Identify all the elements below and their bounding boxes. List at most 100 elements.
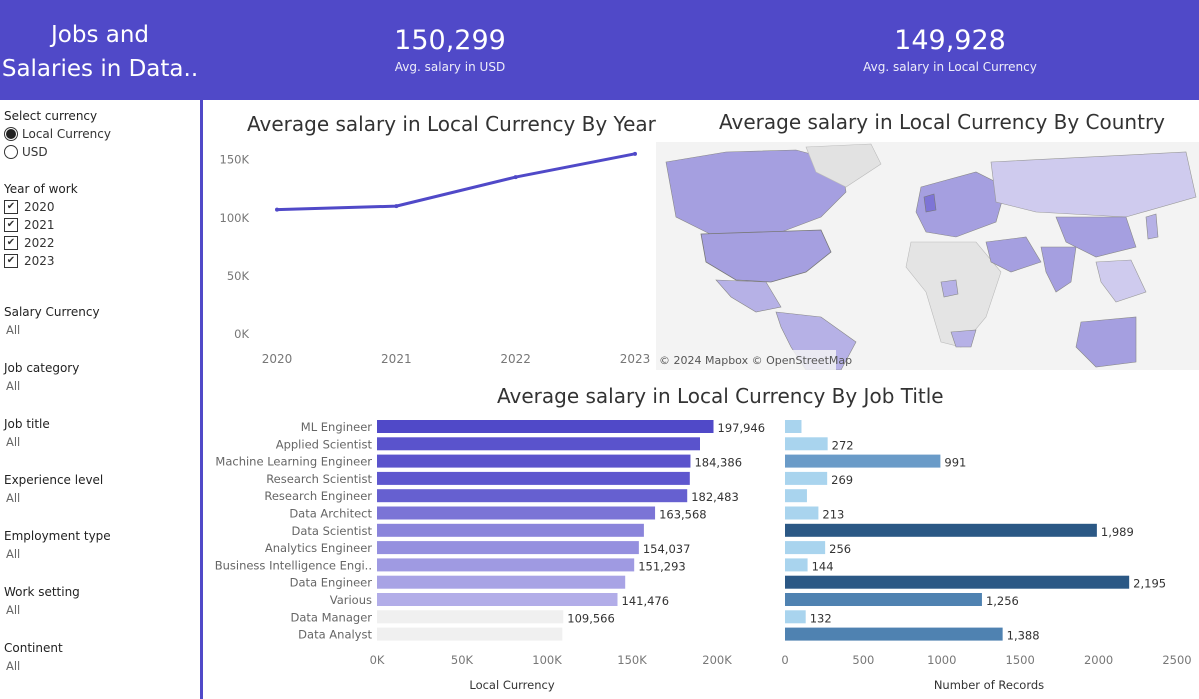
southeast-asia-region[interactable]	[1095, 259, 1147, 303]
country-map[interactable]: © 2024 Mapbox © OpenStreetMap	[656, 142, 1199, 370]
experience-filter-dropdown[interactable]: All	[6, 491, 21, 505]
work-setting-filter-dropdown[interactable]: All	[6, 603, 21, 617]
map-title: Average salary in Local Currency By Coun…	[719, 110, 1166, 134]
checkbox-checked-icon[interactable]: ✔	[4, 254, 18, 268]
experience-filter-label: Experience level	[4, 473, 104, 487]
currency-option-usd[interactable]: USD	[4, 145, 48, 159]
records-bar[interactable]	[785, 471, 828, 485]
records-bar-label: 256	[829, 542, 851, 556]
salary-bar[interactable]	[377, 575, 626, 589]
salary-bar[interactable]	[377, 506, 656, 520]
salary-bar[interactable]	[377, 420, 714, 433]
kpi-local-value: 149,928	[894, 25, 1006, 56]
job-title-label: Analytics Engineer	[265, 541, 372, 555]
kpi-usd-value: 150,299	[394, 25, 506, 56]
job-title-filter-label: Job title	[4, 417, 50, 431]
salary-bar[interactable]	[377, 523, 644, 537]
year-option-2021[interactable]: ✔ 2021	[4, 218, 55, 232]
salary-bar[interactable]	[377, 610, 564, 624]
greenland-region	[805, 143, 882, 188]
records-x-tick: 2000	[1084, 653, 1113, 667]
sidebar-divider	[200, 100, 203, 699]
salary-bar-label: 184,386	[694, 456, 742, 470]
job-title-filter-dropdown[interactable]: All	[6, 435, 21, 449]
records-bar[interactable]	[785, 610, 806, 624]
bar-chart-title: Average salary in Local Currency By Job …	[497, 384, 944, 408]
currency-option-label: USD	[22, 145, 48, 159]
job-title-label: Business Intelligence Engi..	[215, 558, 372, 572]
checkbox-checked-icon[interactable]: ✔	[4, 236, 18, 250]
salary-bar[interactable]	[377, 489, 688, 503]
x-tick-label: 2023	[620, 352, 651, 366]
continent-filter-dropdown[interactable]: All	[6, 659, 21, 673]
job-title-label: Data Analyst	[298, 628, 372, 642]
records-bar[interactable]	[785, 575, 1130, 589]
south-africa-region[interactable]	[950, 329, 977, 348]
records-bar[interactable]	[785, 454, 941, 468]
uk-region[interactable]	[923, 193, 937, 213]
line-point[interactable]	[394, 204, 399, 209]
salary-currency-filter-label: Salary Currency	[4, 305, 100, 319]
salary-line[interactable]	[276, 152, 636, 212]
currency-option-local[interactable]: Local Currency	[4, 127, 111, 141]
records-bar[interactable]	[785, 593, 982, 606]
radio-selected-icon[interactable]	[4, 127, 18, 141]
job-title-label: ML Engineer	[301, 420, 372, 434]
checkbox-checked-icon[interactable]: ✔	[4, 200, 18, 214]
y-tick-label: 50K	[227, 269, 250, 283]
line-point[interactable]	[633, 151, 637, 156]
attribution-bg	[656, 350, 836, 370]
records-x-tick: 500	[852, 653, 874, 667]
records-bar[interactable]	[785, 506, 819, 520]
currency-filter-label: Select currency	[4, 109, 98, 123]
salary-bar-label: 154,037	[643, 542, 691, 556]
salary-bar[interactable]	[377, 454, 691, 468]
salary-currency-filter-dropdown[interactable]: All	[6, 323, 21, 337]
mexico-region[interactable]	[715, 279, 782, 313]
work-setting-filter-label: Work setting	[4, 585, 80, 599]
year-option-2023[interactable]: ✔ 2023	[4, 254, 55, 268]
records-bar[interactable]	[785, 558, 808, 572]
records-bar[interactable]	[785, 489, 807, 503]
salary-x-tick: 150K	[617, 653, 647, 667]
records-bar[interactable]	[785, 541, 826, 555]
world-map-svg: © 2024 Mapbox © OpenStreetMap	[656, 142, 1199, 370]
job-category-filter-dropdown[interactable]: All	[6, 379, 21, 393]
salary-by-year-line-chart[interactable]: 0K 50K 100K 150K 2020 2021 2022 2023	[205, 140, 655, 375]
records-x-tick: 0	[781, 653, 788, 667]
europe-region[interactable]	[915, 171, 1007, 238]
dashboard-title: Jobs and Salaries in Data..	[0, 18, 200, 86]
year-option-2020[interactable]: ✔ 2020	[4, 200, 55, 214]
line-point[interactable]	[513, 175, 518, 180]
australia-region[interactable]	[1075, 316, 1137, 368]
salary-bar-label: 163,568	[659, 508, 707, 522]
usa-region[interactable]	[700, 229, 832, 283]
year-option-2022[interactable]: ✔ 2022	[4, 236, 55, 250]
line-point[interactable]	[275, 207, 279, 212]
china-region[interactable]	[1055, 216, 1137, 258]
salary-bar[interactable]	[377, 627, 563, 641]
salary-x-tick: 200K	[702, 653, 732, 667]
salary-bar[interactable]	[377, 541, 639, 555]
salary-bar[interactable]	[377, 471, 690, 485]
salary-bar-label: 182,483	[691, 490, 739, 504]
job-title-label: Data Scientist	[292, 524, 373, 538]
salary-bar[interactable]	[377, 558, 635, 572]
canada-region[interactable]	[665, 149, 847, 238]
salary-bar[interactable]	[377, 437, 700, 451]
salary-by-job-title-bar-chart[interactable]: ML Engineer 197,946 Applied Scientist 272 Ma…	[205, 412, 1199, 699]
radio-unselected-icon[interactable]	[4, 145, 18, 159]
records-bar[interactable]	[785, 523, 1097, 537]
x-tick-label: 2021	[381, 352, 412, 366]
india-region[interactable]	[1040, 246, 1077, 293]
records-bar[interactable]	[785, 437, 828, 451]
year-option-label: 2023	[24, 254, 55, 268]
employment-filter-dropdown[interactable]: All	[6, 547, 21, 561]
nigeria-region[interactable]	[940, 279, 959, 298]
records-bar[interactable]	[785, 627, 1003, 641]
checkbox-checked-icon[interactable]: ✔	[4, 218, 18, 232]
middle-east-region[interactable]	[985, 236, 1042, 273]
salary-bar[interactable]	[377, 593, 618, 606]
records-bar[interactable]	[785, 420, 802, 433]
japan-region[interactable]	[1145, 213, 1159, 240]
